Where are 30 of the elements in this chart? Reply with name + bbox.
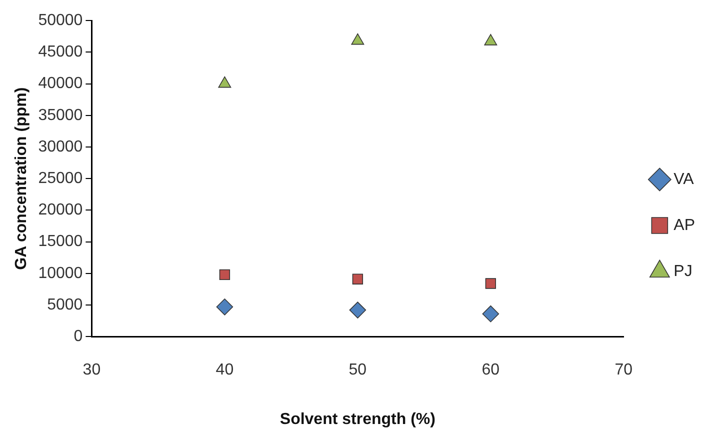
y-tick-label: 25000 (38, 170, 83, 188)
point (484, 34, 498, 46)
y-tick-label: 50000 (38, 12, 83, 30)
x-tick-label: 40 (216, 362, 234, 379)
point (216, 298, 234, 316)
y-tick-label: 20000 (38, 202, 83, 219)
point (349, 302, 366, 318)
y-tick-label: 45000 (38, 44, 83, 61)
y-tick-label: 30000 (38, 138, 83, 156)
point (219, 269, 230, 280)
point (351, 33, 364, 45)
y-tick-label: 35000 (38, 106, 83, 124)
y-tick-label: 40000 (38, 75, 83, 92)
point (482, 305, 500, 322)
x-tick-label: 50 (348, 362, 367, 379)
point (352, 274, 364, 284)
legend-label: PJ (674, 262, 692, 280)
x-axis-title: Solvent strength (%) (280, 410, 436, 428)
legend-label: AP (674, 216, 695, 234)
x-tick-label: 60 (482, 362, 500, 379)
x-tick-label: 70 (614, 362, 633, 379)
y-tick-label: 15000 (38, 233, 83, 250)
y-tick-label: 0 (74, 328, 83, 346)
point (218, 76, 232, 88)
y-tick-label: 10000 (38, 264, 83, 282)
point (485, 278, 496, 289)
y-tick-label: 5000 (47, 296, 83, 314)
x-tick-label: 30 (82, 362, 101, 379)
y-axis-title: GA concentration (ppm) (13, 87, 30, 270)
legend-label: VA (674, 170, 694, 188)
